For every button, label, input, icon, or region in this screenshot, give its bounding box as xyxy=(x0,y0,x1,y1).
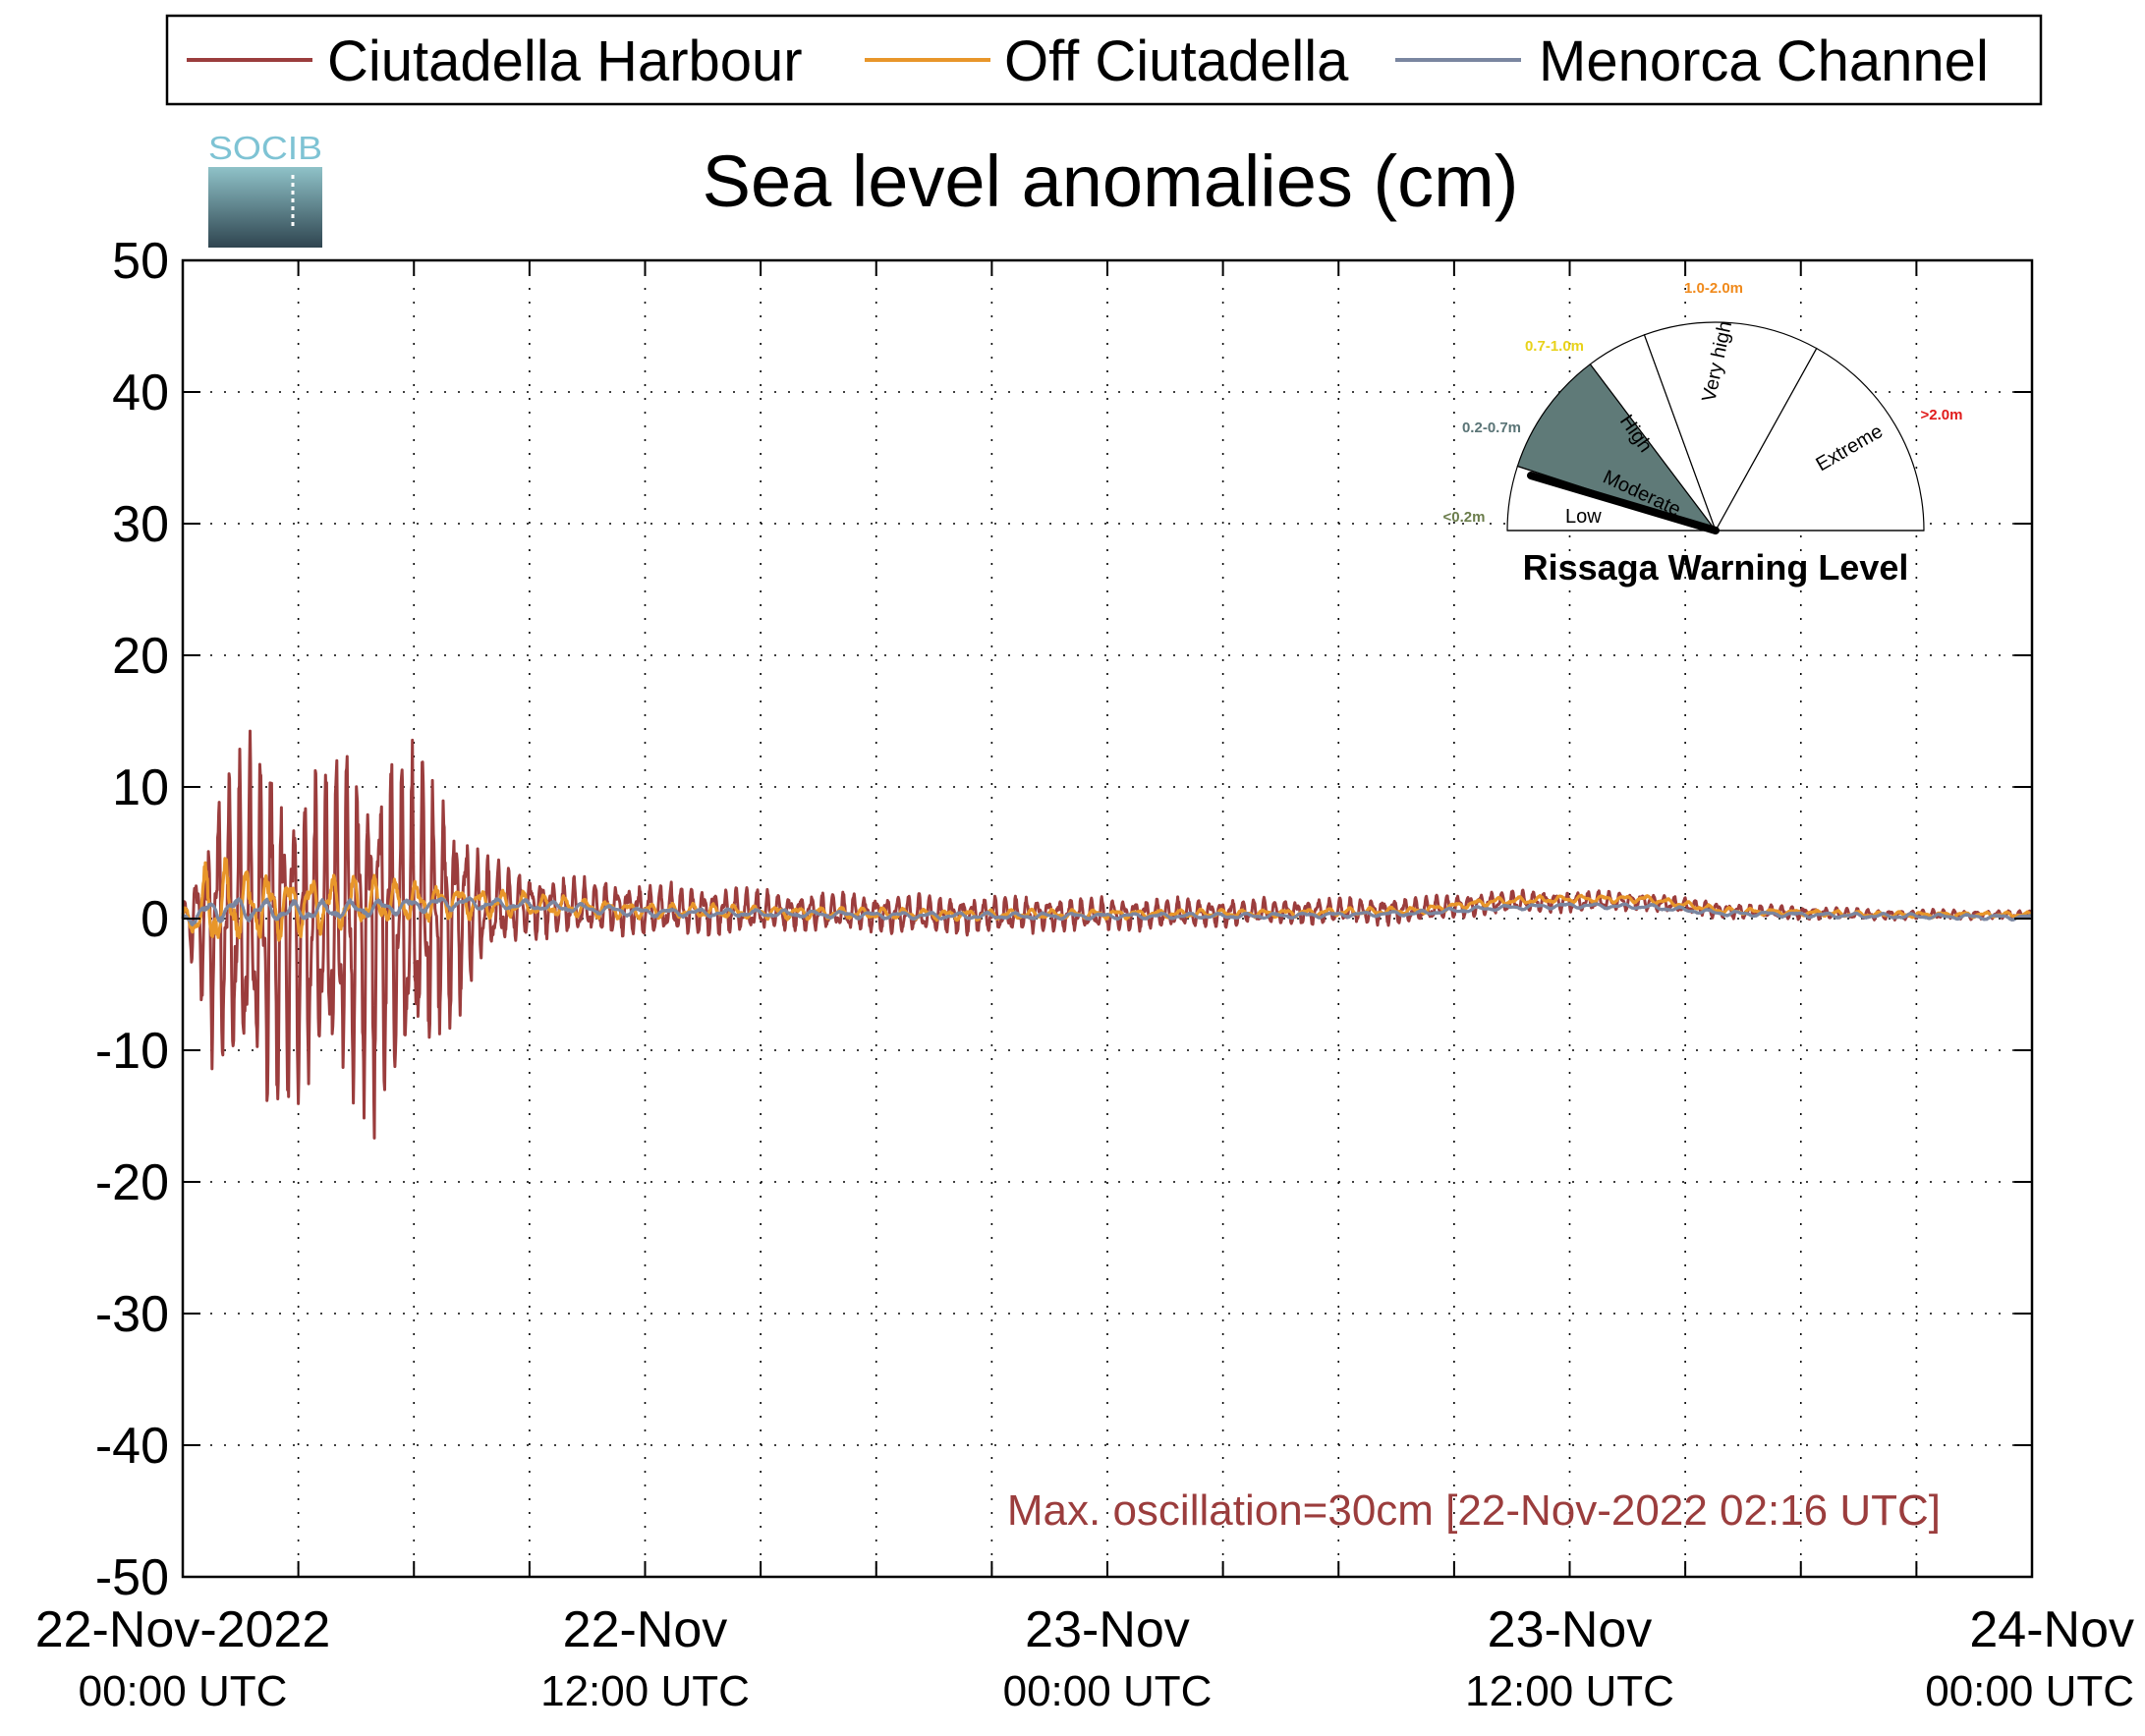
y-tick-label: 10 xyxy=(112,759,169,816)
logo-text: SOCIB xyxy=(208,130,322,166)
y-tick-label: -50 xyxy=(95,1549,169,1606)
ticks xyxy=(183,259,2032,1578)
x-tick-time-label: 00:00 UTC xyxy=(1925,1667,2134,1715)
gauge-sector-moderate xyxy=(1516,363,1718,532)
gauge-title: Rissaga Warning Level xyxy=(1523,547,1909,588)
series-line-menorca-channel xyxy=(181,896,2034,926)
x-tick-time-label: 00:00 UTC xyxy=(1003,1667,1213,1715)
y-tick-label: 40 xyxy=(112,364,169,421)
x-tick-date-label: 22-Nov-2022 xyxy=(35,1601,331,1658)
gauge-range-low: <0.2m xyxy=(1443,509,1486,526)
x-tick-time-label: 12:00 UTC xyxy=(1465,1667,1674,1715)
x-tick-date-label: 24-Nov xyxy=(1969,1601,2134,1658)
y-tick-label: -10 xyxy=(95,1023,169,1080)
max-oscillation-annotation: Max. oscillation=30cm [22-Nov-2022 02:16… xyxy=(1007,1486,1941,1535)
logo-block xyxy=(208,167,322,248)
x-tick-date-label: 23-Nov xyxy=(1488,1601,1653,1658)
y-tick-label: 20 xyxy=(112,628,169,685)
gauge-needle xyxy=(1527,472,1720,534)
y-tick-label: -40 xyxy=(95,1418,169,1475)
legend-label-off-ciutadella: Off Ciutadella xyxy=(1004,29,1349,93)
y-tick-label: 0 xyxy=(141,891,169,948)
chart-title: Sea level anomalies (cm) xyxy=(703,140,1519,222)
series-layer xyxy=(181,729,2034,1140)
x-tick-date-label: 22-Nov xyxy=(563,1601,728,1658)
series-line-off-ciutadella xyxy=(181,857,2034,942)
gauge-sector-very-high xyxy=(1643,321,1818,532)
gauge-range-moderate: 0.2-0.7m xyxy=(1462,420,1521,436)
y-tick-label: -30 xyxy=(95,1286,169,1343)
legend-label-ciutadella-harbour: Ciutadella Harbour xyxy=(327,29,803,93)
socib-logo: SOCIB xyxy=(208,130,322,248)
gauge-label-low: Low xyxy=(1565,506,1602,528)
legend-box xyxy=(165,14,2043,106)
y-tick-label: -20 xyxy=(95,1154,169,1211)
gauge-range-very-high: 1.0-2.0m xyxy=(1684,280,1743,297)
gauge-sector-extreme xyxy=(1714,347,1925,532)
gauge-range-extreme: >2.0m xyxy=(1921,407,1963,423)
y-tick-label: 30 xyxy=(112,496,169,553)
gauge-range-high: 0.7-1.0m xyxy=(1525,338,1584,355)
x-tick-time-label: 12:00 UTC xyxy=(540,1667,750,1715)
legend-label-menorca-channel: Menorca Channel xyxy=(1539,29,1989,93)
x-tick-time-label: 00:00 UTC xyxy=(79,1667,288,1715)
legend: Ciutadella Harbour Off Ciutadella Menorc… xyxy=(165,14,2043,106)
y-tick-label: 50 xyxy=(112,233,169,290)
plot-area xyxy=(181,258,2034,1579)
x-tick-date-label: 23-Nov xyxy=(1025,1601,1190,1658)
